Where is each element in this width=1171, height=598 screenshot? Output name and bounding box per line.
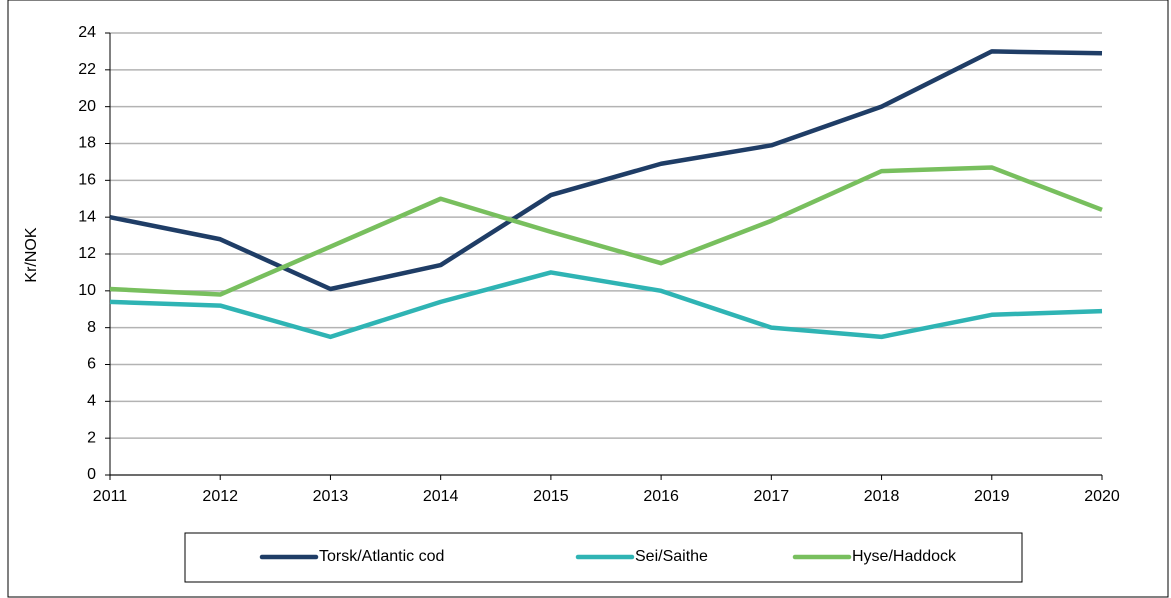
y-tick-label: 18 — [78, 135, 96, 152]
x-tick-label: 2013 — [313, 488, 349, 505]
x-tick-label: 2018 — [864, 488, 900, 505]
y-tick-label: 20 — [78, 98, 96, 115]
y-tick-label: 10 — [78, 282, 96, 299]
legend-label: Hyse/Haddock — [852, 548, 957, 565]
y-axis-label: Kr/NOK — [23, 227, 40, 282]
x-tick-label: 2015 — [533, 488, 569, 505]
y-tick-label: 8 — [87, 319, 96, 336]
series-line — [109, 165, 1103, 297]
x-tick-label: 2019 — [974, 488, 1010, 505]
x-tick-label: 2020 — [1084, 488, 1120, 505]
y-tick-label: 2 — [87, 429, 96, 446]
x-tick-label: 2011 — [93, 488, 128, 505]
y-tick-label: 6 — [87, 356, 96, 373]
y-tick-label: 16 — [78, 172, 96, 189]
y-tick-label: 14 — [78, 208, 96, 225]
x-tick-label: 2014 — [423, 488, 459, 505]
legend-label: Torsk/Atlantic cod — [319, 548, 444, 565]
y-tick-label: 22 — [78, 61, 96, 78]
chart-border — [7, 0, 1169, 598]
y-tick-label: 12 — [78, 245, 96, 262]
x-tick-label: 2012 — [202, 488, 238, 505]
series-line — [109, 49, 1103, 292]
y-tick-label: 4 — [87, 393, 96, 410]
y-tick-label: 24 — [78, 24, 96, 41]
y-tick-label: 0 — [87, 466, 96, 483]
x-tick-label: 2016 — [643, 488, 679, 505]
legend-label: Sei/Saithe — [635, 548, 708, 565]
series-line — [109, 270, 1103, 340]
x-tick-label: 2017 — [754, 488, 790, 505]
